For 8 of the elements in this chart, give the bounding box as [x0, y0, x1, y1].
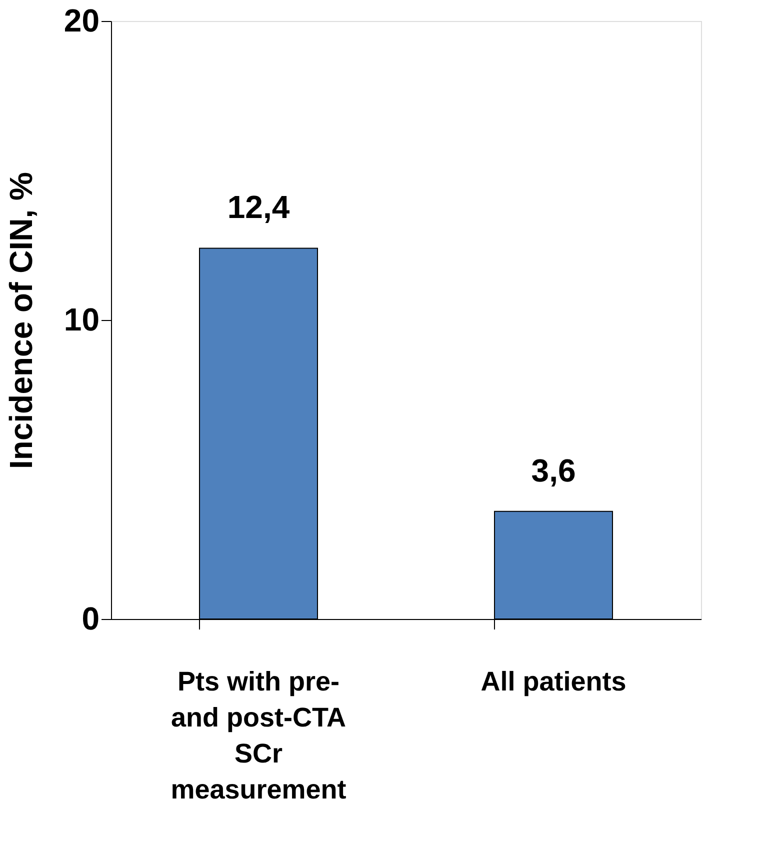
- y-axis-title: Incidence of CIN, %: [2, 172, 39, 469]
- y-tick-label: 10: [64, 302, 100, 338]
- x-tick-label: Pts with pre- and post-CTA SCr measurement: [170, 666, 346, 804]
- data-label: 3,6: [531, 452, 576, 488]
- y-tick-label: 20: [64, 2, 100, 38]
- data-label: 12,4: [227, 189, 290, 226]
- x-tick-label: All patients: [480, 666, 626, 696]
- y-tick-label: 0: [82, 600, 100, 636]
